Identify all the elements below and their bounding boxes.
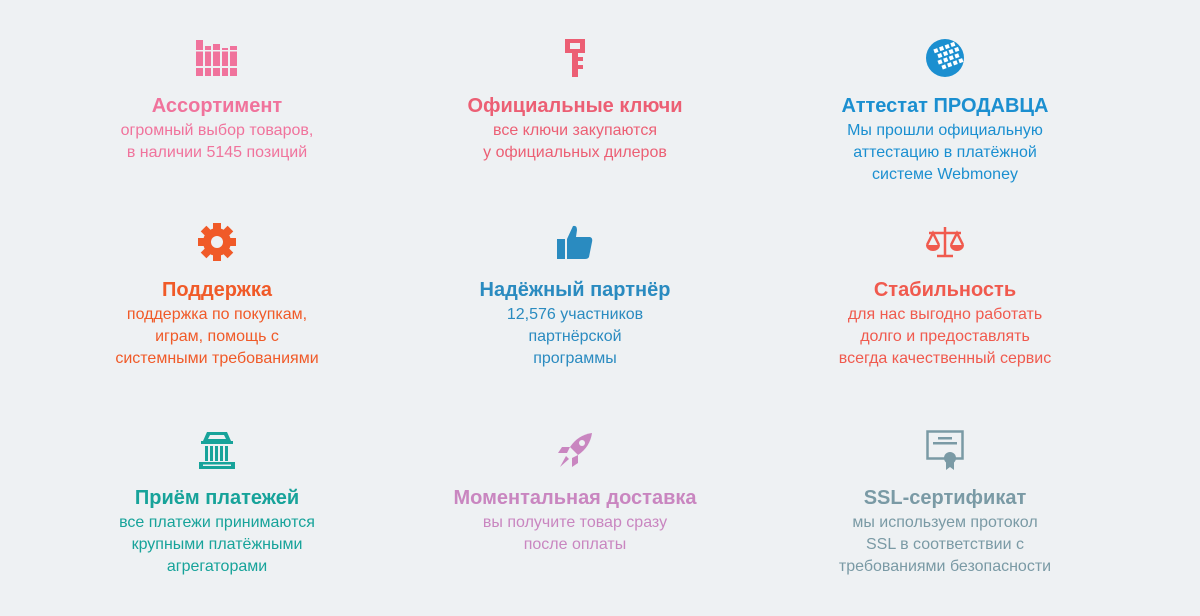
feature-description: все платежи принимаются крупными платёжны… [47,512,387,578]
feature-title: Ассортимент [151,95,283,117]
webmoney-globe-icon [775,38,1115,78]
description-line: играм, помощь с [155,328,279,345]
feature-title: Надёжный партнёр [479,279,671,301]
description-line: все ключи закупаются [493,122,657,139]
feature-title: Поддержка [161,279,273,301]
description-line: требованиями безопасности [838,558,1052,575]
feature-card: Надёжный партнёр 12,576 участников партнё… [405,222,745,370]
feature-card: Стабильность для нас выгодно работать дол… [775,222,1115,370]
feature-title: Аттестат ПРОДАВЦА [841,95,1049,117]
description-line: всегда качественный сервис [838,350,1052,367]
feature-description: 12,576 участников партнёрской программы [405,304,745,370]
description-line: системе Webmoney [872,166,1018,183]
description-line: все платежи принимаются [119,514,315,531]
description-line: вы получите товар сразу [482,514,668,531]
feature-description: для нас выгодно работать долго и предоста… [775,304,1115,370]
description-line: аттестацию в платёжной [853,144,1037,161]
feature-description: огромный выбор товаров, в наличии 5145 по… [47,120,387,164]
description-line: агрегаторами [166,558,268,575]
thumbs-up-icon [405,222,745,262]
feature-description: поддержка по покупкам, играм, помощь с сис… [47,304,387,370]
feature-card: Аттестат ПРОДАВЦА Мы прошли официальную а… [775,38,1115,186]
feature-title: Приём платежей [134,487,300,509]
bank-icon [47,430,387,470]
feature-description: вы получите товар сразу после оплаты [405,512,745,556]
feature-description: Мы прошли официальную аттестацию в платёж… [775,120,1115,186]
description-line: крупными платёжными [131,536,303,553]
certificate-icon [775,430,1115,470]
rocket-icon [405,430,745,470]
description-line: программы [533,350,617,367]
description-line: системными требованиями [115,350,319,367]
feature-card: Ассортимент огромный выбор товаров, в нал… [47,38,387,164]
feature-title: SSL-сертификат [863,487,1027,509]
feature-title: Стабильность [873,279,1017,301]
description-line: после оплаты [523,536,627,553]
feature-card: Официальные ключи все ключи закупаются у … [405,38,745,164]
feature-card: SSL-сертификат мы используем протокол SSL… [775,430,1115,578]
books-icon [47,38,387,78]
feature-card: Поддержка поддержка по покупкам, играм, п… [47,222,387,370]
description-line: Мы прошли официальную [847,122,1043,139]
feature-card: Моментальная доставка вы получите товар … [405,430,745,556]
description-line: 12,576 участников [506,306,644,323]
feature-title: Моментальная доставка [453,487,697,509]
description-line: партнёрской [528,328,622,345]
description-line: долго и предоставлять [860,328,1030,345]
description-line: для нас выгодно работать [847,306,1043,323]
description-line: SSL в соответствии с [866,536,1024,553]
feature-title: Официальные ключи [467,95,683,117]
scales-icon [775,222,1115,262]
description-line: у официальных дилеров [483,144,667,161]
feature-description: все ключи закупаются у официальных дилеро… [405,120,745,164]
description-line: огромный выбор товаров, [120,122,314,139]
description-line: в наличии 5145 позиций [126,144,308,161]
description-line: мы используем протокол [852,514,1038,531]
description-line: поддержка по покупкам, [126,306,308,323]
feature-description: мы используем протокол SSL в соответствии… [775,512,1115,578]
gear-icon [47,222,387,262]
key-icon [405,38,745,78]
feature-card: Приём платежей все платежи принимаются кр… [47,430,387,578]
